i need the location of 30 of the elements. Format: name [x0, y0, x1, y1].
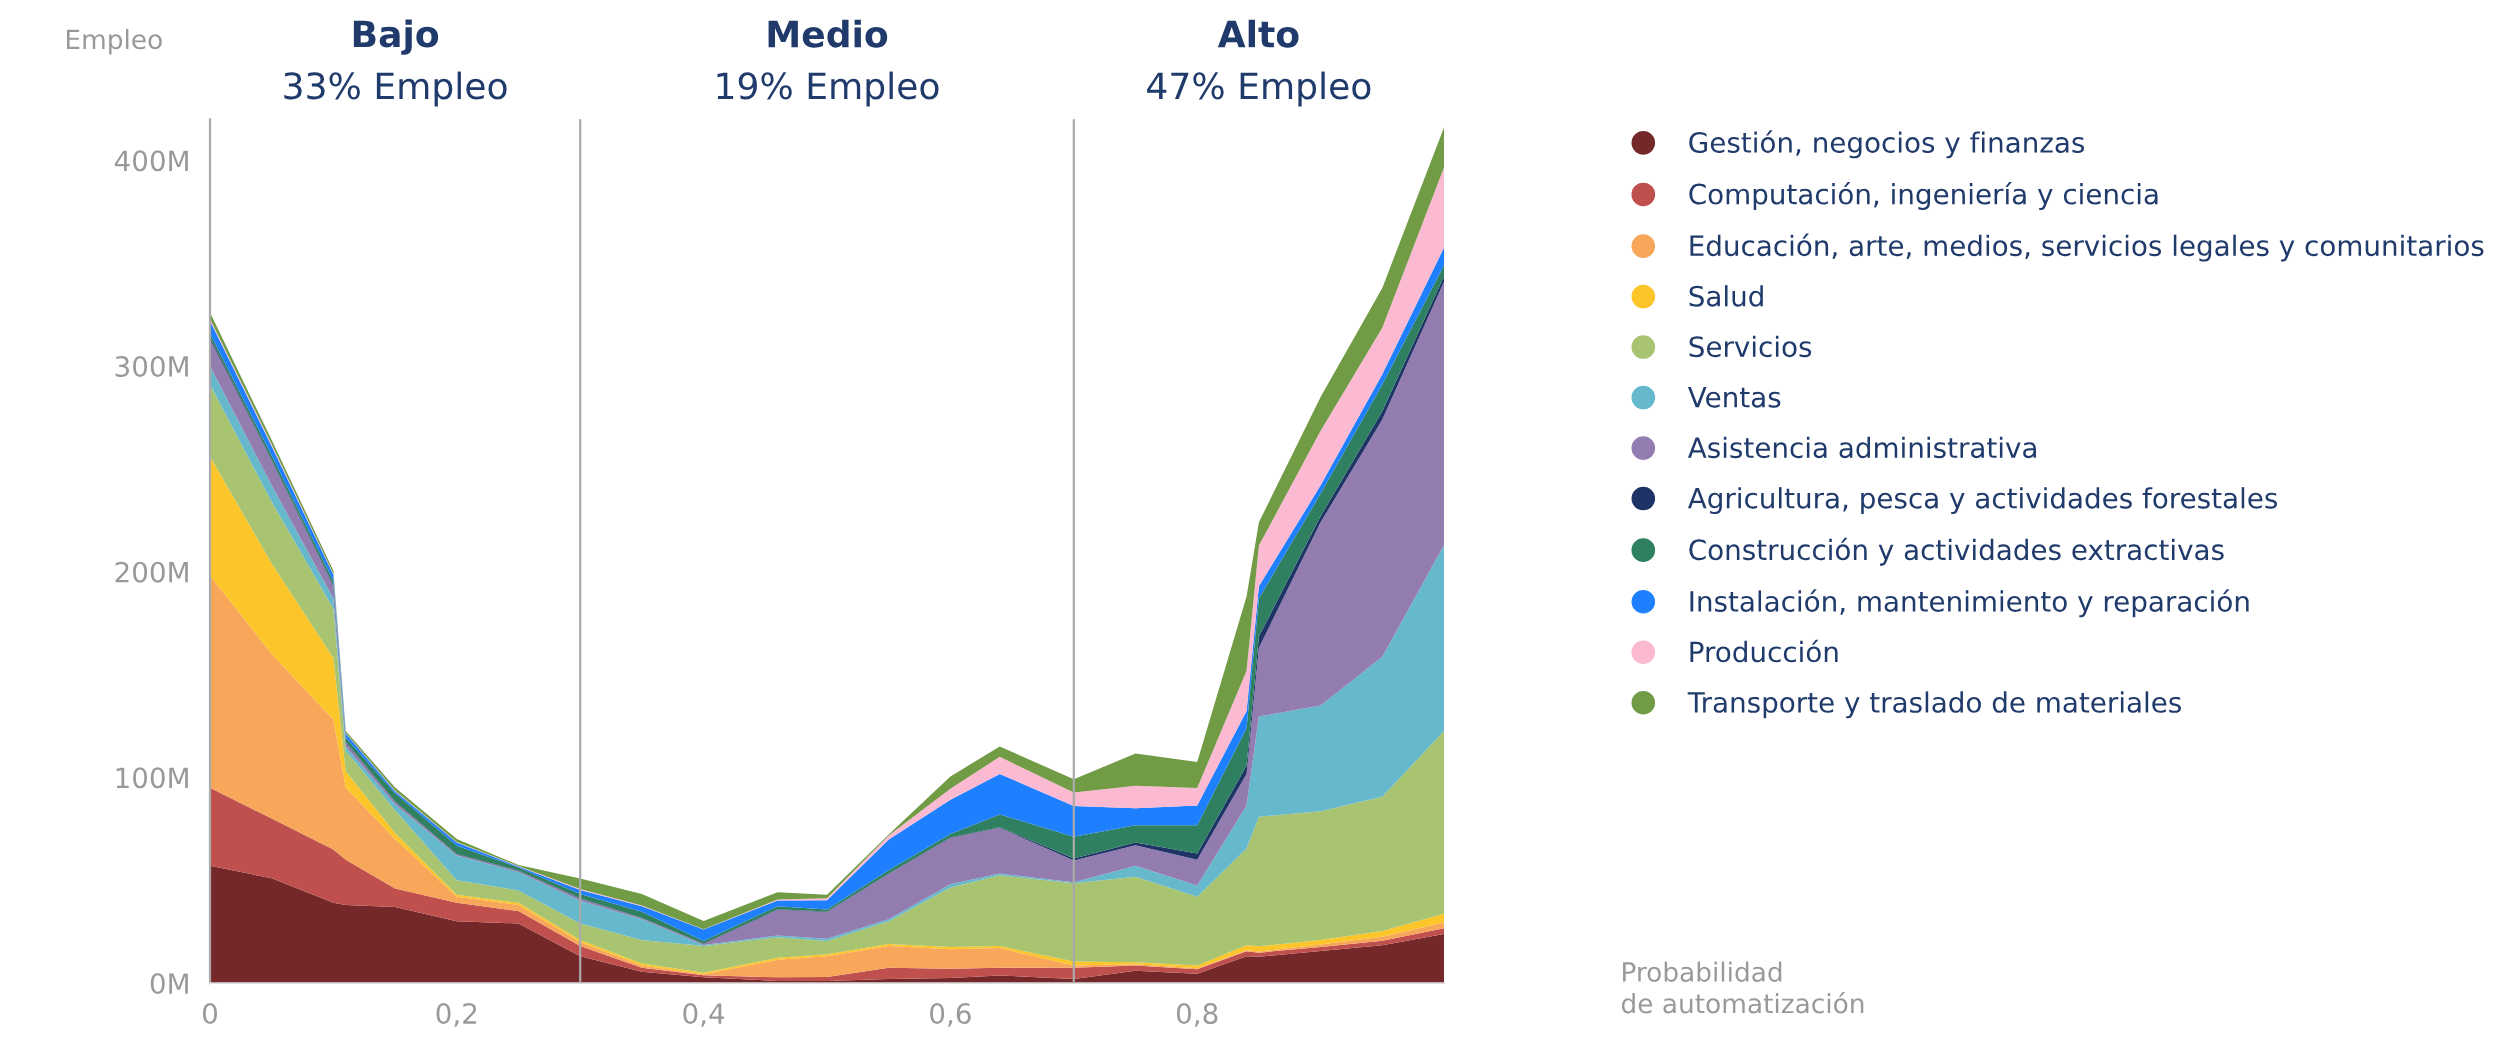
legend-label: Educación, arte, medios, servicios legales y comunitarios — [1690, 233, 2484, 262]
legend-label: Instalación, mantenimiento y reparación — [1690, 589, 2249, 618]
legend-label: Ventas — [1687, 387, 1781, 408]
text: 33% Empleo — [284, 71, 507, 107]
legend-label: Agricultura, pesca y actividades forestales — [1687, 487, 2278, 515]
legend-label: Computación, ingeniería y ciencia — [1689, 181, 2158, 210]
x-tick-label: 0,8 — [1176, 1003, 1218, 1027]
text: Alto — [1217, 19, 1299, 48]
y-tick-label: 400M — [114, 150, 188, 172]
x-tick-label: 0,4 — [683, 1003, 725, 1027]
legend-label: Salud — [1689, 285, 1763, 307]
y-axis-title: Empleo — [66, 28, 162, 55]
text: Medio — [768, 19, 888, 48]
text: Probabilidad de automatización — [1621, 961, 1864, 1014]
legend-label: Asistencia administrativa — [1687, 436, 2036, 459]
legend-label: Gestión, negocios y finanzas — [1689, 130, 2085, 159]
y-tick-label: 100M — [116, 767, 188, 789]
x-tick-label: 0,2 — [436, 1003, 477, 1027]
text: 47% Empleo — [1147, 71, 1371, 107]
y-tick-label: 300M — [115, 356, 188, 378]
legend-label: Construcción y actividades extractivas — [1689, 537, 2224, 566]
y-tick-label: 0M — [150, 973, 188, 995]
text: Bajo — [353, 19, 439, 55]
x-tick-label: 0,6 — [930, 1003, 971, 1027]
text: 19% Empleo — [717, 71, 939, 107]
legend-label: Producción — [1690, 639, 1838, 663]
legend-label: Transporte y traslado de materiales — [1687, 691, 2181, 719]
legend-label: Servicios — [1689, 335, 1812, 358]
y-tick-label: 200M — [115, 561, 188, 583]
x-tick-label: 0 — [202, 1003, 217, 1025]
